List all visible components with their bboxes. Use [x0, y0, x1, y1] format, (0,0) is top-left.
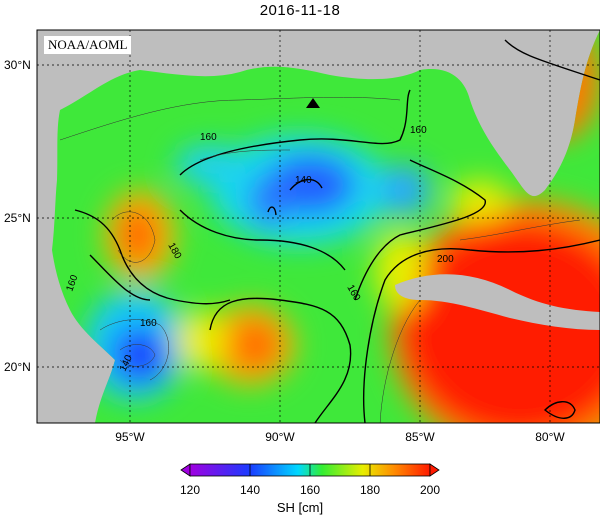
svg-text:160: 160	[410, 125, 427, 136]
colorbar-tick-180: 180	[360, 483, 380, 497]
cuba-landmass	[395, 274, 600, 330]
lat-label-20: 20°N	[4, 360, 31, 374]
colorbar-unit-label: SH [cm]	[276, 500, 324, 515]
gridlines	[37, 30, 600, 423]
sea-height-map: 160 160 140 180 160 160 140 160 200 30°N…	[4, 29, 600, 444]
source-label: NOAA/AOML	[44, 36, 132, 54]
colorbar-right-arrow-icon	[429, 463, 440, 477]
station-marker-icon	[306, 98, 320, 108]
colorbar-left-arrow-icon	[180, 463, 191, 477]
svg-text:160: 160	[140, 318, 157, 329]
colorbar-tick-120: 120	[180, 483, 200, 497]
lon-label-95: 95°W	[115, 430, 145, 444]
svg-text:160: 160	[200, 132, 217, 143]
map-title: 2016-11-18	[259, 2, 341, 19]
lon-label-80: 80°W	[535, 430, 565, 444]
colorbar: 120 140 160 180 200	[180, 463, 440, 497]
svg-text:140: 140	[295, 175, 312, 186]
lat-label-25: 25°N	[4, 211, 31, 225]
colorbar-tick-140: 140	[240, 483, 260, 497]
colorbar-tick-200: 200	[420, 483, 440, 497]
map-frame	[36, 29, 600, 424]
contour-lines	[74, 39, 600, 423]
sea-height-field	[52, 30, 600, 423]
lon-label-85: 85°W	[405, 430, 435, 444]
lat-label-30: 30°N	[4, 58, 31, 72]
lon-label-90: 90°W	[265, 430, 295, 444]
svg-text:200: 200	[437, 254, 454, 265]
colorbar-tick-160: 160	[300, 483, 320, 497]
